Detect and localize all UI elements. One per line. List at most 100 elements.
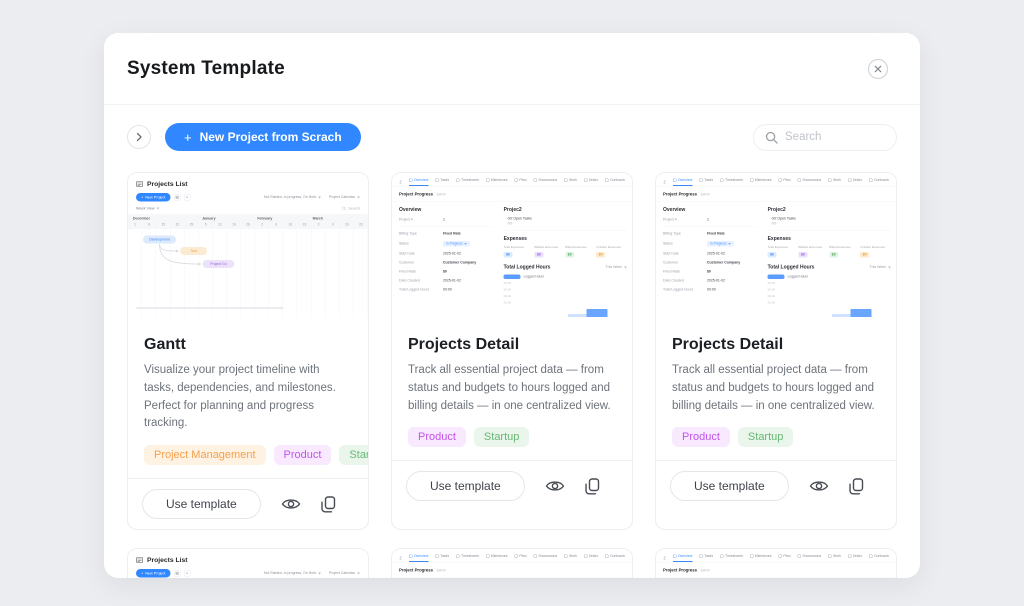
expense-stat: Unbilled Expenses $0 <box>860 246 885 258</box>
preview-tab: Contracts <box>868 554 889 563</box>
new-project-label: New Project from Scrach <box>199 130 342 144</box>
field-row: Status In Progress <box>399 241 493 247</box>
use-template-button[interactable]: Use template <box>142 489 261 520</box>
card-footer: Use template <box>392 460 632 511</box>
duplicate-button[interactable] <box>321 496 336 513</box>
preview-tab: Contracts <box>604 554 625 563</box>
preview-tab: Discussions <box>533 178 557 187</box>
template-preview[interactable]: Projects List + New Project ▦ ≡ Not Start… <box>128 173 368 323</box>
chart-legend: Logged Hours <box>503 274 627 279</box>
logged-hours-chart: 00:00 00:00 00:00 00:00 <box>504 282 627 317</box>
modal-header: System Template <box>104 33 920 105</box>
chevron-down-icon <box>357 572 360 575</box>
detail-preview-thumbnail: Overview Tasks Timesheets Milestones Fil… <box>392 173 632 323</box>
week-filter-select: This Week <box>606 266 627 269</box>
search-input[interactable] <box>785 131 885 143</box>
gantt-bar: Test <box>180 247 207 255</box>
copy-icon <box>849 478 863 495</box>
search-box[interactable] <box>753 123 897 151</box>
preview-tab: Contracts <box>868 178 889 187</box>
project-progress-header: Project Progress 100% <box>656 187 896 202</box>
preview-tab: Files <box>514 178 527 187</box>
field-row: Date Created 2025-01-02 <box>663 279 725 283</box>
preview-tab: Overview <box>672 554 692 563</box>
gantt-preview-thumbnail: Projects List + New Project ▦ ≡ Not Start… <box>128 173 368 323</box>
chart-bar <box>586 309 608 317</box>
preview-tab: Discussions <box>797 554 821 563</box>
gantt-chart-area: Development Test Project Go <box>128 229 368 317</box>
field-row: Billing Type Fixed Rate <box>399 232 461 236</box>
tag-list: Product Startup <box>408 427 616 448</box>
close-button[interactable] <box>866 57 890 81</box>
chevron-down-icon <box>156 207 160 210</box>
calendar-select: Project Calendar <box>329 196 360 199</box>
new-project-button[interactable]: + New Project from Scrach <box>165 123 361 151</box>
chart-bar <box>831 314 851 317</box>
template-card-projects-detail: Overview Tasks Timesheets Milestones Fil… <box>391 548 633 578</box>
template-preview[interactable]: Projects List + New Project ▦ ≡ Not Start… <box>128 549 368 578</box>
preview-button[interactable] <box>545 479 565 493</box>
tag: Product <box>672 427 730 448</box>
preview-tab-bar: Overview Tasks Timesheets Milestones Fil… <box>656 549 896 564</box>
status-badge: In Progress <box>706 241 735 247</box>
overview-panel: Overview Project # 1 Billing Type Fixed … <box>392 202 498 318</box>
field-row: Project # 1 <box>399 218 493 227</box>
calendar-select: Project Calendar <box>329 572 360 575</box>
preview-button[interactable] <box>281 497 301 511</box>
use-template-button[interactable]: Use template <box>670 471 789 502</box>
preview-tab-bar: Overview Tasks Timesheets Milestones Fil… <box>392 549 632 564</box>
chart-bar <box>850 309 872 317</box>
tag: Startup <box>737 427 794 448</box>
template-preview[interactable]: Overview Tasks Timesheets Milestones Fil… <box>392 173 632 323</box>
tag-list: Project Management Product Startup <box>144 445 368 466</box>
template-preview[interactable]: Overview Tasks Timesheets Milestones Fil… <box>656 549 896 578</box>
horizontal-scrollbar <box>136 307 284 309</box>
preview-tab: Work <box>828 178 841 187</box>
project-summary-panel: Projec2 0/2 Open Tasks 0% Expenses Total… <box>762 202 896 317</box>
duplicate-button[interactable] <box>585 478 600 495</box>
expense-stat: Billed Expenses $0 <box>829 246 851 258</box>
gantt-preview-thumbnail: Projects List + New Project ▦ ≡ Not Start… <box>128 549 368 578</box>
preview-tab: Notes <box>583 554 598 563</box>
eye-icon <box>545 481 565 492</box>
status-filter-select: Not Started, In progress, On Hold <box>264 572 321 575</box>
list-view-icon: ≡ <box>183 570 191 577</box>
collapse-button[interactable] <box>127 125 151 149</box>
use-template-button[interactable]: Use template <box>406 471 525 502</box>
template-preview[interactable]: Overview Tasks Timesheets Milestones Fil… <box>392 549 632 578</box>
card-title: Projects Detail <box>672 336 784 353</box>
search-icon <box>765 131 778 144</box>
gantt-bar: Project Go <box>202 260 235 268</box>
template-preview[interactable]: Overview Tasks Timesheets Milestones Fil… <box>656 173 896 323</box>
preview-tab: Milestones <box>485 178 508 187</box>
preview-tab: Notes <box>583 178 598 187</box>
chevron-down-icon <box>317 572 321 575</box>
preview-tab: Work <box>564 178 577 187</box>
chevron-down-icon <box>888 266 891 269</box>
board-view-icon: ▦ <box>173 570 181 577</box>
field-row: Start Date 2025-01-02 <box>399 252 461 256</box>
eye-icon <box>809 481 829 492</box>
open-tasks-box: 0/2 Open Tasks 0% <box>503 217 627 231</box>
card-title: Gantt <box>144 336 186 353</box>
preview-button[interactable] <box>809 479 829 493</box>
preview-tab: Notes <box>847 554 862 563</box>
overview-panel: Overview Project # 1 Billing Type Fixed … <box>656 202 762 318</box>
card-description: Visualize your project timeline with tas… <box>144 364 336 430</box>
card-footer: Use template <box>656 460 896 511</box>
status-filter-select: Not Started, In progress, On Hold <box>264 196 321 199</box>
projects-list-icon <box>136 556 143 564</box>
template-card-projects-detail: Overview Tasks Timesheets Milestones Fil… <box>655 172 897 531</box>
logged-hours-chart: 00:00 00:00 00:00 00:00 <box>768 282 891 317</box>
gantt-bar: Development <box>143 235 176 244</box>
card-info: Projects Detail Track all essential proj… <box>656 323 896 460</box>
duplicate-button[interactable] <box>849 478 864 495</box>
chevron-down-icon <box>317 196 321 199</box>
preview-tab: Notes <box>847 178 862 187</box>
projects-list-icon <box>136 180 143 187</box>
template-card-projects-detail: Overview Tasks Timesheets Milestones Fil… <box>391 172 633 531</box>
project-progress-header: Project Progress 100% <box>656 563 896 578</box>
expense-stat: Billed Expenses $0 <box>565 246 587 258</box>
